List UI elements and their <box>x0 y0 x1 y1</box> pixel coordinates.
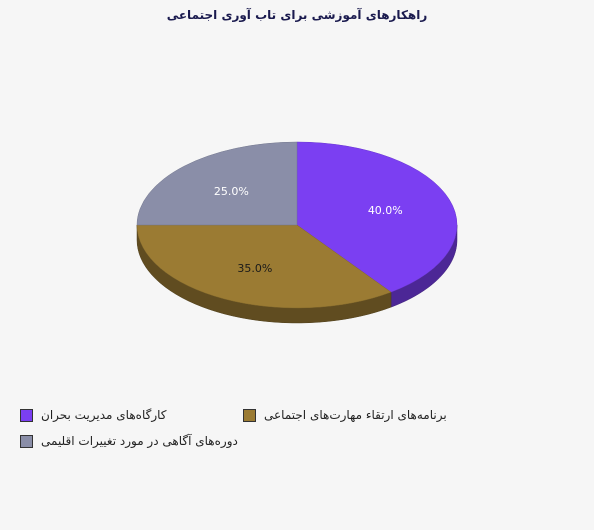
legend-swatch-social-skills <box>243 408 256 422</box>
legend-swatch-crisis-workshops <box>20 408 33 422</box>
legend-label: برنامه‌های ارتقاء مهارت‌های اجتماعی <box>264 408 447 422</box>
chart-title: راهکارهای آموزشی برای تاب آوری اجتماعی <box>166 8 428 22</box>
pie-slice-crisis-workshops <box>296 141 458 293</box>
legend-swatch-climate-awareness <box>20 434 33 448</box>
legend-item-crisis-workshops: کارگاه‌های مدیریت بحران <box>20 408 167 422</box>
slice-value-label: 25.0% <box>214 185 249 198</box>
legend-item-social-skills: برنامه‌های ارتقاء مهارت‌های اجتماعی <box>243 408 447 422</box>
slice-value-label: 40.0% <box>368 204 403 217</box>
pie-slice-social-skills <box>136 224 392 309</box>
slice-value-label: 35.0% <box>237 262 272 275</box>
pie-slice-climate-awareness <box>136 141 298 226</box>
legend-label: کارگاه‌های مدیریت بحران <box>41 408 167 422</box>
legend-label: دوره‌های آگاهی در مورد تغییرات اقلیمی <box>41 434 238 448</box>
legend-item-climate-awareness: دوره‌های آگاهی در مورد تغییرات اقلیمی <box>20 434 238 448</box>
